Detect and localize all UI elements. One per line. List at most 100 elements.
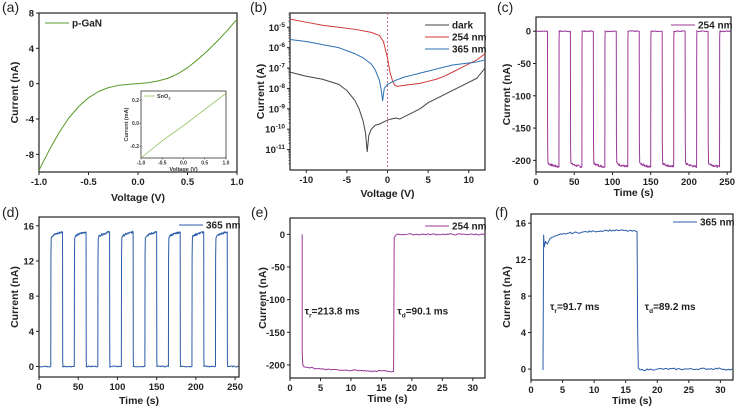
y-tick-label: 0 [29, 362, 34, 373]
x-tick-label: 0.0 [131, 177, 144, 188]
x-axis-label: Time (s) [612, 395, 652, 407]
y-tick-label: 8 [29, 9, 34, 20]
y-tick-label: -50 [517, 59, 531, 70]
legend-label: p-GaN [72, 19, 102, 30]
x-axis-label: Voltage (V) [360, 188, 414, 200]
x-tick-label: 25 [437, 383, 448, 394]
x-tick-label: 1.0 [230, 177, 243, 188]
plot-frame [530, 213, 734, 381]
legend-label: 254 nm [698, 21, 733, 32]
panel-label: (b) [250, 0, 267, 15]
y-axis-label: Current (nA) [9, 62, 21, 124]
inset-x-tick-label: 0.5 [201, 161, 208, 167]
y-tick-label: -200 [266, 360, 285, 371]
x-tick-label: 20 [407, 383, 418, 394]
inset-x-axis-label: Voltage (V) [169, 167, 197, 173]
inset-y-axis-label: Current (mA) [124, 107, 130, 141]
panel-e: 0 5 10 15 20 25 30 -200 -150 -100 -50 0 Time (s) Curr… [251, 204, 487, 405]
x-tick-label: 100 [110, 382, 126, 393]
y-tick-base: 10 [265, 145, 276, 156]
y-tick-label: 16 [23, 221, 34, 232]
tau-symbol: τ [550, 302, 555, 313]
y-tick-label: 0 [521, 365, 526, 376]
y-axis-label: Current (nA) [501, 64, 513, 126]
panel-label: (a) [2, 0, 19, 15]
inset-x-tick-label: -0.5 [158, 161, 167, 167]
panel-label: (d) [2, 204, 19, 220]
inset-plot: -1.0 -0.5 0.0 0.5 1.0 -0.2 0.0 0.2 Voltage (V) Cu… [124, 90, 230, 173]
y-tick-base: 10 [269, 43, 280, 54]
x-tick-label: 150 [149, 382, 165, 393]
legend-label: 365 nm [700, 218, 735, 229]
panel-d: 0 50 100 150 200 250 0 4 8 12 16 Time (s) Current (n… [2, 204, 243, 407]
y-tick-exponent: -7 [279, 63, 285, 70]
inset-series-SnO2 [140, 92, 227, 159]
inset-x-tick-label: -1.0 [137, 161, 146, 167]
y-tick-label: -150 [266, 328, 285, 339]
series-dark [289, 67, 486, 153]
y-tick-label: 4 [29, 44, 35, 55]
y-tick-label: -100 [266, 295, 285, 306]
x-axis-label: Time (s) [367, 393, 407, 405]
y-tick-label: 4 [29, 327, 35, 338]
x-tick-label: 10 [589, 385, 600, 396]
y-tick-base: 10 [269, 84, 280, 95]
series-254-nm [536, 30, 731, 169]
inset-x-tick-label: 0.0 [180, 161, 187, 167]
x-tick-label: 250 [227, 382, 243, 393]
tau-subscript: d [402, 313, 406, 320]
tau-value: =89.2 ms [653, 302, 696, 313]
x-tick-label: -5 [343, 175, 352, 186]
tau-value: =213.8 ms [312, 307, 361, 318]
y-tick-exponent: -11 [276, 144, 285, 151]
x-tick-label: 0.5 [181, 177, 195, 188]
y-tick-label: 0 [29, 79, 34, 90]
y-axis-label: Current (nA) [257, 267, 269, 329]
x-tick-label: 30 [715, 385, 726, 396]
tau-symbol: τ [397, 307, 402, 318]
legend-label: 254 nm [452, 222, 487, 233]
series-254-nm [301, 233, 486, 373]
inset-y-tick-label: -0.2 [130, 144, 139, 150]
y-tick-label: -150 [512, 124, 531, 135]
x-tick-label: 100 [605, 177, 621, 188]
y-tick-label: 8 [29, 292, 34, 303]
tau-symbol: τ [305, 307, 310, 318]
y-tick-label: 10-6 [269, 42, 286, 54]
legend-label: 254 nm [452, 33, 487, 44]
x-tick-label: -0.5 [80, 177, 97, 188]
panel-label: (f) [495, 204, 508, 220]
y-tick-label: 10-10 [265, 124, 285, 136]
x-tick-label: 25 [684, 385, 695, 396]
y-tick-label: 10-8 [269, 83, 286, 95]
y-tick-label: -100 [512, 91, 531, 102]
x-tick-label: 10 [463, 175, 474, 186]
y-tick-label: 0 [526, 27, 531, 38]
x-tick-label: 150 [643, 177, 659, 188]
y-axis-label: Current (A) [255, 64, 267, 119]
y-tick-exponent: -5 [279, 22, 285, 29]
time-constant-annotation: τd=89.2 ms [645, 302, 696, 315]
x-tick-label: 0 [528, 385, 533, 396]
x-tick-label: 5 [560, 385, 566, 396]
legend-label: 365 nm [452, 45, 487, 56]
series-365-nm [542, 229, 734, 372]
y-tick-label: 10-7 [269, 63, 286, 75]
panel-c: 0 50 100 150 200 250 -200 -150 -100 -50 0 Time (s) C… [497, 0, 735, 199]
tau-subscript: r [309, 313, 312, 320]
panel-label: (c) [497, 0, 513, 15]
inset-y-tick-label: 0.0 [132, 121, 139, 127]
x-tick-label: 15 [376, 383, 387, 394]
y-tick-label: 4 [521, 328, 527, 339]
x-tick-label: 5 [425, 175, 431, 186]
panel-f: 0 5 10 15 20 25 30 0 4 8 12 16 Time (s) Current (nA) (… [495, 204, 735, 407]
y-tick-label: 10-9 [269, 103, 286, 115]
y-tick-label: 10-11 [265, 144, 285, 156]
inset-legend-name: SnO [157, 94, 169, 100]
y-tick-base: 10 [269, 64, 280, 75]
series-254-nm [289, 18, 486, 87]
x-axis-label: Time (s) [119, 395, 159, 407]
legend-label: dark [452, 21, 474, 32]
x-tick-label: 50 [73, 382, 84, 393]
